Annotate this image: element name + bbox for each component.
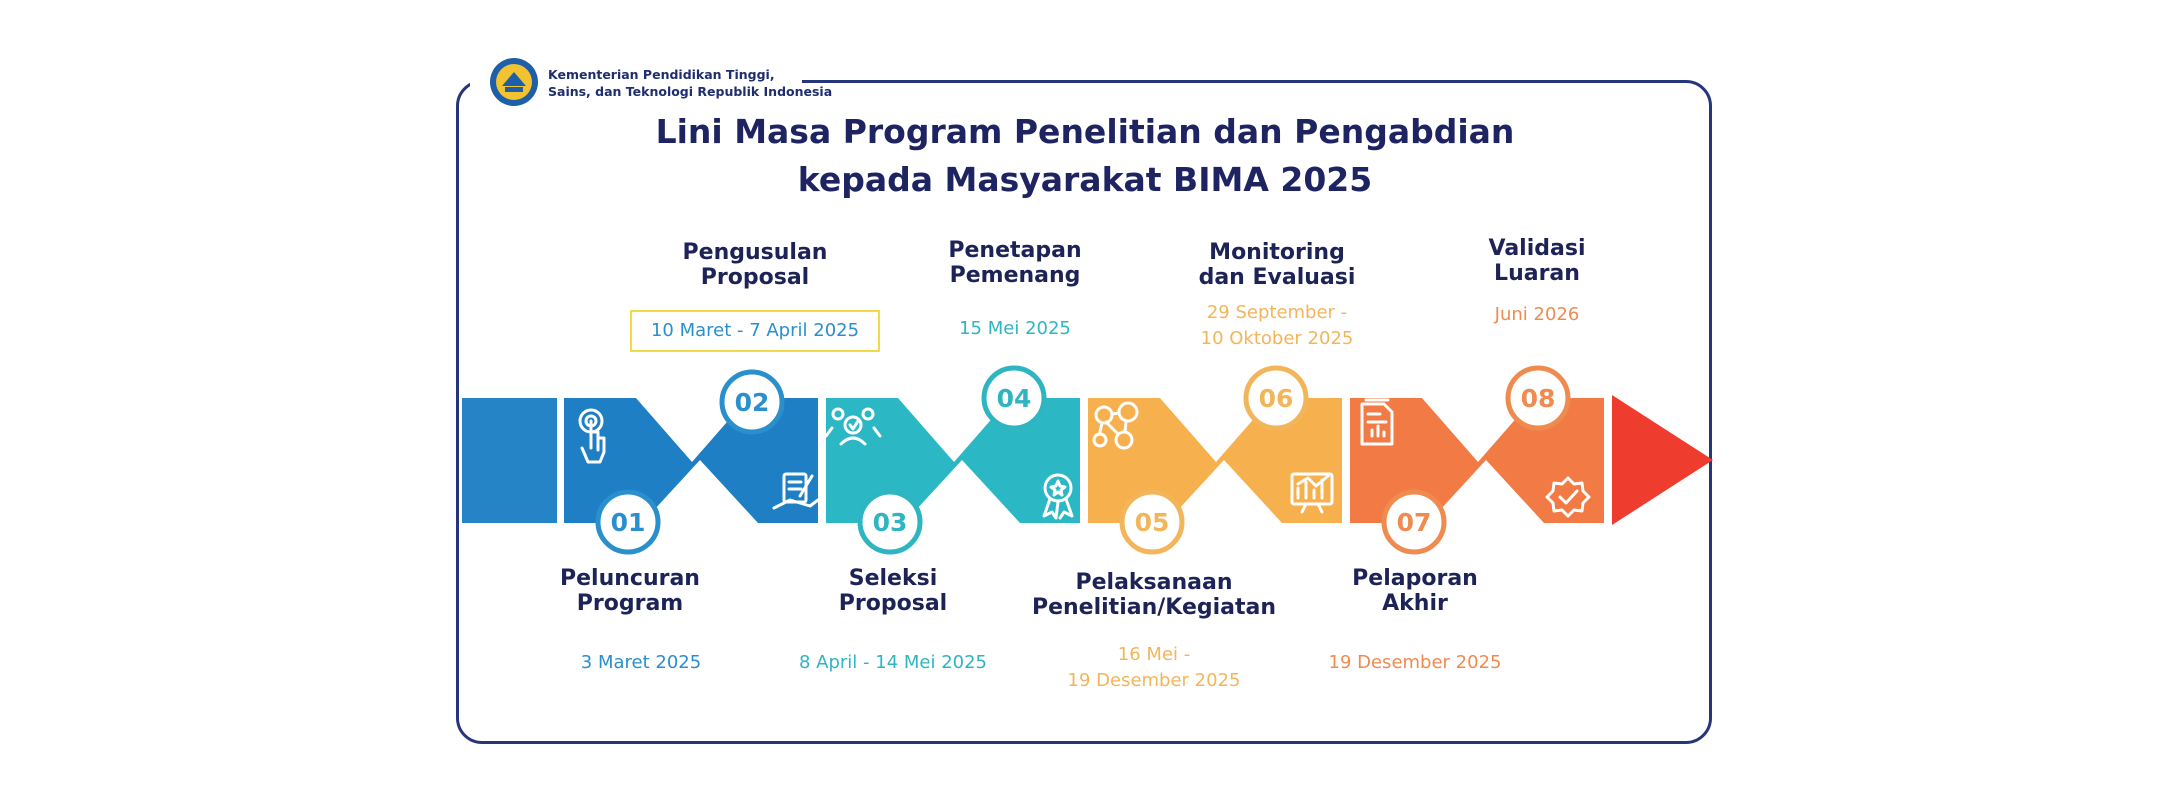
step-05-date: 16 Mei - 19 Desember 2025 (1067, 644, 1241, 691)
step-04-label: Penetapan Pemenang (948, 238, 1082, 288)
step-04-date: 15 Mei 2025 (959, 318, 1071, 339)
step-08-label: Validasi Luaran (1488, 236, 1586, 286)
step-03-label: Seleksi Proposal (838, 566, 948, 616)
award-ribbon-icon (1042, 473, 1074, 520)
band-end-arrow (1612, 395, 1713, 525)
verified-badge-icon (1545, 476, 1591, 518)
step-08-circle (1505, 365, 1571, 431)
step-05-label: Pelaksanaan Penelitian/Kegiatan (1031, 570, 1277, 620)
step-05-number: 05 (1135, 508, 1170, 537)
step-07-label: Pelaporan Akhir (1352, 566, 1478, 616)
rounded-frame (456, 80, 1712, 744)
touch-icon (578, 408, 606, 464)
step-02-date: 10 Maret - 7 April 2025 (650, 320, 860, 341)
step-06-number: 06 (1259, 384, 1294, 413)
step-04-number: 04 (997, 384, 1032, 413)
research-network-icon (1092, 401, 1139, 450)
date-highlight-box (630, 310, 880, 352)
step-02-circle (719, 369, 785, 435)
step-03-number: 03 (873, 508, 908, 537)
step-06-label: Monitoring dan Evaluasi (1198, 240, 1356, 290)
step-07-circle (1381, 489, 1447, 555)
step-03-circle (857, 489, 923, 555)
step-01-date: 3 Maret 2025 (580, 652, 702, 673)
report-document-icon (1360, 398, 1394, 446)
page-title-line2: kepada Masyarakat BIMA 2025 (797, 160, 1373, 199)
step-06-date: 29 September - 10 Oktober 2025 (1200, 302, 1354, 349)
band-lead (462, 398, 557, 523)
step-08-number: 08 (1521, 384, 1556, 413)
step-08-date: Juni 2026 (1494, 304, 1580, 325)
step-02-label: Pengusulan Proposal (682, 240, 828, 290)
step-04-circle (981, 365, 1047, 431)
ministry-logo-icon (490, 58, 538, 106)
step-03-date: 8 April - 14 Mei 2025 (798, 652, 987, 673)
document-sign-icon (772, 472, 820, 510)
step-05-circle (1119, 489, 1185, 555)
step-07-date: 19 Desember 2025 (1328, 652, 1502, 673)
step-01-number: 01 (611, 508, 646, 537)
step-06-circle (1243, 365, 1309, 431)
ministry-name: Kementerian Pendidikan Tinggi, Sains, da… (548, 67, 833, 99)
team-selection-icon (824, 407, 882, 446)
frame-gap (470, 70, 802, 90)
step-07-number: 07 (1397, 508, 1432, 537)
step-01-label: Peluncuran Program (560, 566, 700, 616)
monitor-chart-icon (1290, 472, 1334, 514)
step-01-circle (595, 489, 661, 555)
page-title-line1: Lini Masa Program Penelitian dan Pengabd… (655, 112, 1515, 151)
step-02-number: 02 (735, 388, 770, 417)
